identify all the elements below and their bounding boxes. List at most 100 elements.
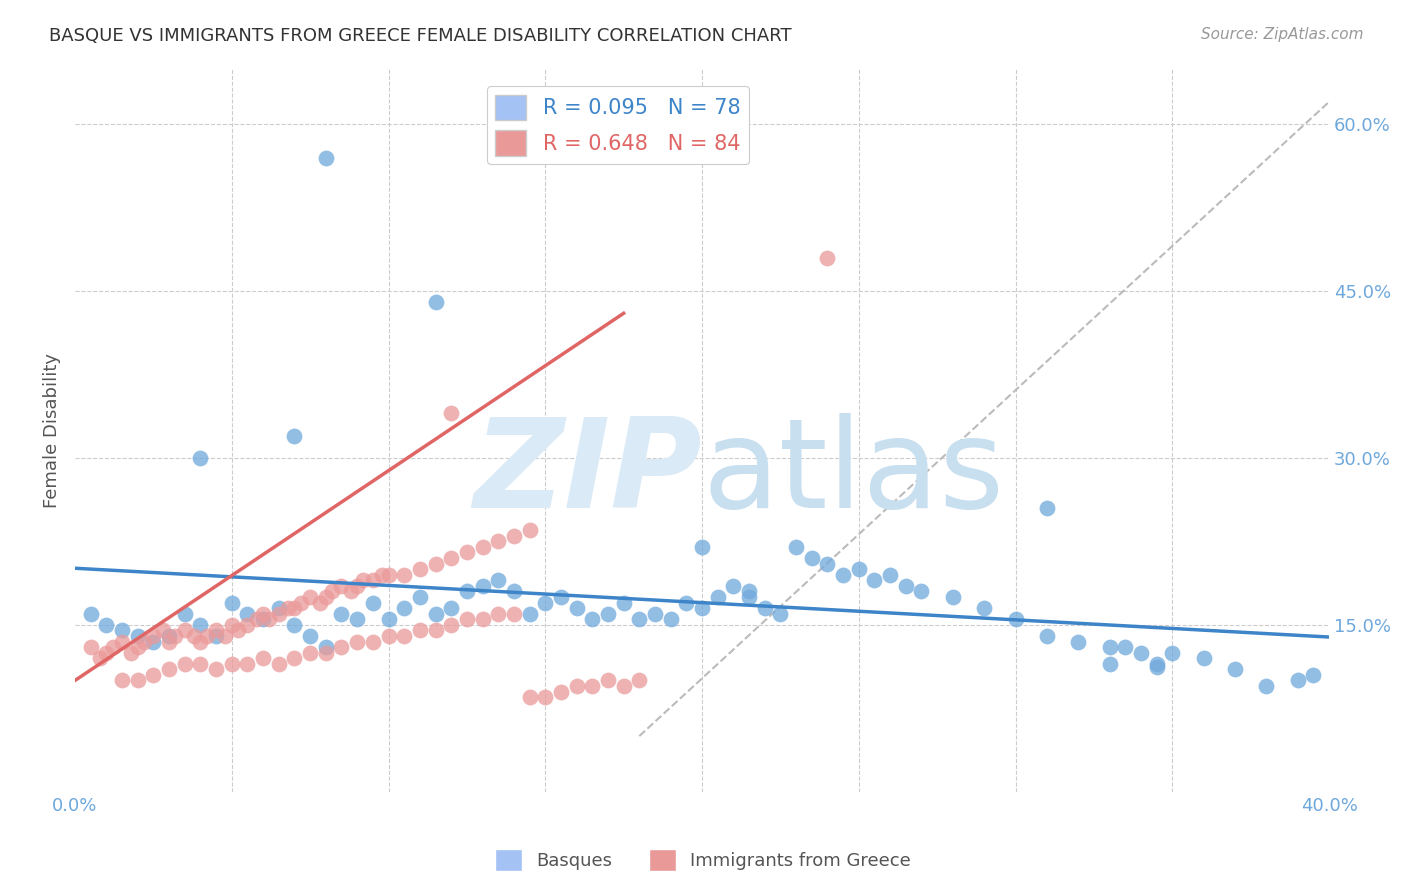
Point <box>277 601 299 615</box>
Point <box>1098 640 1121 654</box>
Point <box>738 590 761 604</box>
Point <box>315 646 337 660</box>
Point <box>534 690 557 705</box>
Point <box>315 590 337 604</box>
Point <box>236 617 259 632</box>
Point <box>1114 640 1136 654</box>
Point <box>706 590 728 604</box>
Point <box>127 640 149 654</box>
Point <box>409 624 432 638</box>
Point <box>519 523 541 537</box>
Point <box>1256 679 1278 693</box>
Point <box>690 540 713 554</box>
Point <box>519 607 541 621</box>
Point <box>769 607 792 621</box>
Point <box>315 640 337 654</box>
Point <box>157 662 180 676</box>
Text: atlas: atlas <box>702 413 1004 534</box>
Point <box>471 540 494 554</box>
Point <box>754 601 776 615</box>
Point <box>190 657 212 671</box>
Point <box>173 624 195 638</box>
Point <box>471 612 494 626</box>
Point <box>392 567 415 582</box>
Point <box>377 612 399 626</box>
Point <box>409 562 432 576</box>
Point <box>346 612 368 626</box>
Point <box>157 629 180 643</box>
Point <box>173 657 195 671</box>
Point <box>89 651 111 665</box>
Point <box>973 601 995 615</box>
Y-axis label: Female Disability: Female Disability <box>44 352 60 508</box>
Point <box>330 640 353 654</box>
Point <box>503 607 526 621</box>
Point <box>1067 634 1090 648</box>
Point <box>267 601 290 615</box>
Point <box>290 596 312 610</box>
Point <box>152 624 174 638</box>
Point <box>101 640 124 654</box>
Point <box>1004 612 1026 626</box>
Point <box>96 646 118 660</box>
Point <box>910 584 932 599</box>
Point <box>456 584 478 599</box>
Point <box>142 668 165 682</box>
Point <box>486 574 509 588</box>
Point <box>738 584 761 599</box>
Legend: R = 0.095   N = 78, R = 0.648   N = 84: R = 0.095 N = 78, R = 0.648 N = 84 <box>486 87 749 164</box>
Point <box>581 612 603 626</box>
Point <box>377 567 399 582</box>
Point <box>392 629 415 643</box>
Point <box>848 562 870 576</box>
Point <box>863 574 886 588</box>
Point <box>377 629 399 643</box>
Point <box>1036 629 1059 643</box>
Point <box>226 624 249 638</box>
Point <box>409 590 432 604</box>
Point <box>361 574 384 588</box>
Point <box>205 662 228 676</box>
Point <box>283 428 305 442</box>
Point <box>195 629 218 643</box>
Point <box>675 596 697 610</box>
Point <box>346 634 368 648</box>
Point <box>111 673 134 688</box>
Point <box>221 617 243 632</box>
Point <box>659 612 682 626</box>
Point <box>800 551 823 566</box>
Point <box>1223 662 1246 676</box>
Point <box>321 584 343 599</box>
Point <box>252 651 274 665</box>
Point <box>519 690 541 705</box>
Point <box>214 629 236 643</box>
Point <box>352 574 374 588</box>
Point <box>879 567 901 582</box>
Point <box>550 684 572 698</box>
Point <box>308 596 330 610</box>
Point <box>267 657 290 671</box>
Point <box>315 151 337 165</box>
Point <box>340 584 363 599</box>
Point <box>1036 500 1059 515</box>
Point <box>157 634 180 648</box>
Point <box>252 607 274 621</box>
Point <box>299 629 322 643</box>
Point <box>456 545 478 559</box>
Legend: Basques, Immigrants from Greece: Basques, Immigrants from Greece <box>488 842 918 879</box>
Point <box>596 607 619 621</box>
Text: BASQUE VS IMMIGRANTS FROM GREECE FEMALE DISABILITY CORRELATION CHART: BASQUE VS IMMIGRANTS FROM GREECE FEMALE … <box>49 27 792 45</box>
Point <box>440 617 463 632</box>
Point <box>190 617 212 632</box>
Point <box>534 596 557 610</box>
Point <box>628 673 651 688</box>
Point <box>425 295 447 310</box>
Point <box>565 679 588 693</box>
Point <box>267 607 290 621</box>
Point <box>815 557 838 571</box>
Point <box>221 657 243 671</box>
Point <box>173 607 195 621</box>
Point <box>894 579 917 593</box>
Point <box>190 450 212 465</box>
Point <box>644 607 666 621</box>
